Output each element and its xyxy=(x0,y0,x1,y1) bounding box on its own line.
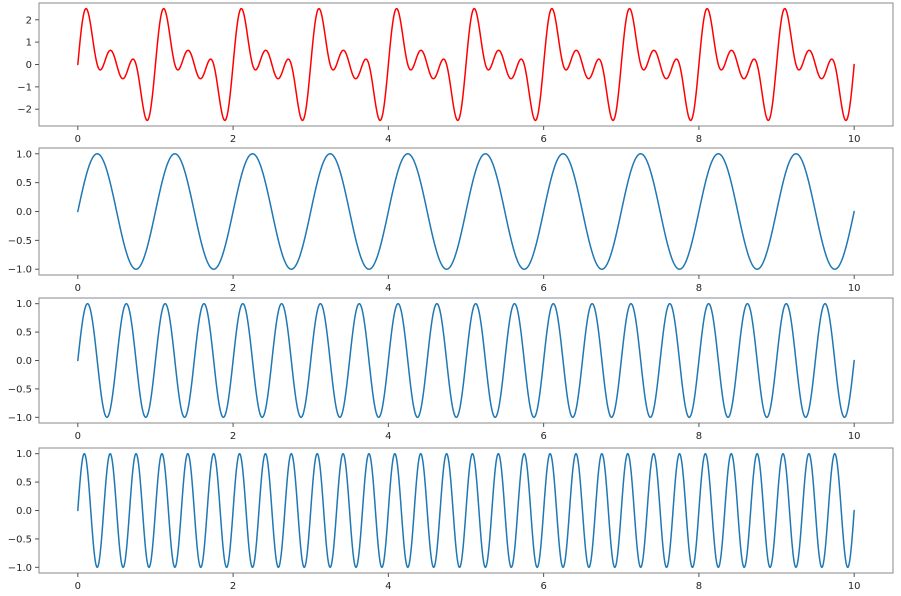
sine-1hz-curve xyxy=(77,153,855,270)
y-tick-label: −1.0 xyxy=(8,563,32,574)
x-tick-label: 2 xyxy=(230,134,236,145)
x-tick-label: 0 xyxy=(75,581,81,592)
subplot-sine-3hz: 0 2 4 6 8 10 −1.0 −0.5 0.0 0.5 1.0 xyxy=(8,447,894,592)
subplot-composite-signal: 0 2 4 6 8 10 −2 −1 0 1 2 xyxy=(17,2,894,145)
x-tick-label: 2 xyxy=(230,283,236,294)
x-tick-label: 6 xyxy=(540,283,546,294)
x-tick-label: 6 xyxy=(540,431,546,442)
y-tick-label: 0.5 xyxy=(16,178,32,189)
y-tick-label: −1 xyxy=(17,82,32,93)
x-tick-label: 6 xyxy=(540,581,546,592)
sine-2hz-curve xyxy=(77,302,855,419)
x-tick-label: 4 xyxy=(385,431,391,442)
x-tick-label: 4 xyxy=(385,283,391,294)
x-tick-label: 0 xyxy=(75,431,81,442)
y-tick-label: 1.0 xyxy=(16,449,32,460)
y-tick-label: −0.5 xyxy=(8,534,32,545)
y-tick-label: −0.5 xyxy=(8,236,32,247)
subplot-sine-2hz: 0 2 4 6 8 10 −1.0 −0.5 0.0 0.5 1.0 xyxy=(8,297,894,442)
y-tick-label: 1.0 xyxy=(16,299,32,310)
x-tick-label: 10 xyxy=(848,431,861,442)
y-tick-label: 0.5 xyxy=(16,478,32,489)
x-tick-label: 4 xyxy=(385,581,391,592)
y-tick-label: 1 xyxy=(26,38,32,49)
x-tick-label: 10 xyxy=(848,581,861,592)
x-tick-label: 8 xyxy=(696,431,702,442)
y-tick-label: 0.0 xyxy=(16,356,32,367)
sine-3hz-curve xyxy=(77,452,855,569)
y-tick-label: −2 xyxy=(17,105,32,116)
y-tick-label: −1.0 xyxy=(8,413,32,424)
y-tick-label: 0.0 xyxy=(16,506,32,517)
x-tick-label: 2 xyxy=(230,581,236,592)
x-tick-label: 0 xyxy=(75,134,81,145)
x-tick-label: 4 xyxy=(385,134,391,145)
x-tick-label: 2 xyxy=(230,431,236,442)
y-tick-label: 2 xyxy=(26,15,32,26)
x-tick-label: 8 xyxy=(696,283,702,294)
x-tick-label: 10 xyxy=(848,134,861,145)
x-tick-label: 8 xyxy=(696,134,702,145)
y-tick-label: 0.5 xyxy=(16,328,32,339)
x-tick-label: 0 xyxy=(75,283,81,294)
subplot-sine-1hz: 0 2 4 6 8 10 −1.0 −0.5 0.0 0.5 1.0 xyxy=(8,147,894,294)
y-tick-label: 0 xyxy=(26,60,32,71)
y-tick-label: 1.0 xyxy=(16,149,32,160)
x-tick-label: 10 xyxy=(848,283,861,294)
x-tick-label: 8 xyxy=(696,581,702,592)
x-tick-label: 6 xyxy=(540,134,546,145)
y-tick-label: 0.0 xyxy=(16,207,32,218)
y-tick-label: −0.5 xyxy=(8,384,32,395)
composite-signal-sum-of-sines-curve xyxy=(77,7,855,122)
y-tick-label: −1.0 xyxy=(8,265,32,276)
